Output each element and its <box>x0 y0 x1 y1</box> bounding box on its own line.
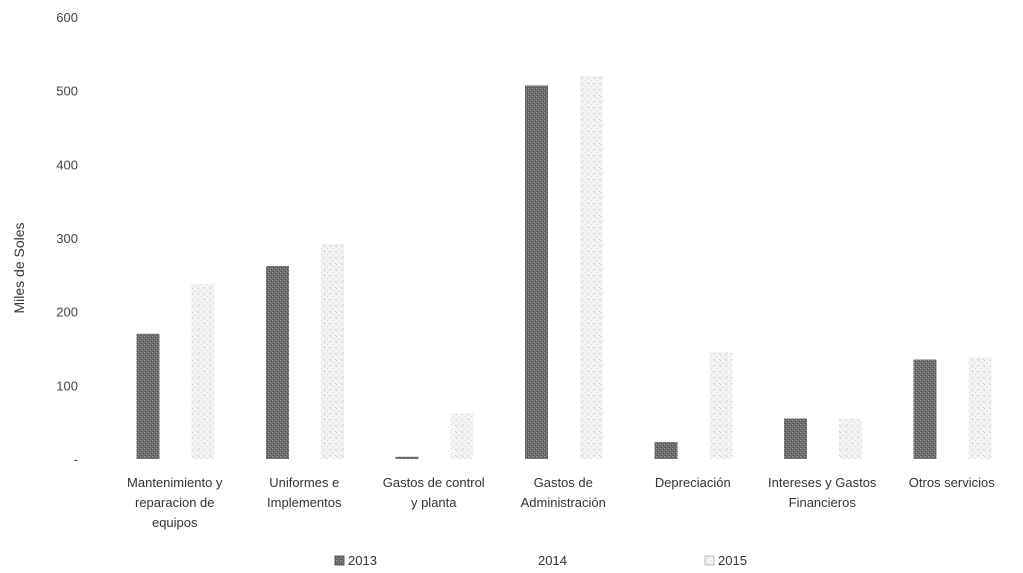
y-axis-title: Miles de Soles <box>11 222 27 313</box>
bar-2013-1 <box>266 265 289 459</box>
legend-swatch <box>334 555 345 566</box>
legend-label: 2014 <box>538 553 567 568</box>
x-axis: Mantenimiento y reparacion de equipos Unifo… <box>127 475 995 530</box>
bar-2015-3 <box>580 75 603 459</box>
x-tick-label-line: reparacion de <box>135 495 215 510</box>
x-tick-label: Otros servicios <box>909 475 995 490</box>
y-tick-label: - <box>74 452 78 467</box>
x-tick-label-line: Otros servicios <box>909 475 995 490</box>
y-tick-label: 400 <box>56 157 78 172</box>
x-tick-label-line: Gastos de <box>534 475 593 490</box>
x-tick-label-line: Gastos de control <box>383 475 485 490</box>
bar-2015-4 <box>709 352 733 459</box>
bar-2015-6 <box>968 357 992 459</box>
y-tick-label: 100 <box>56 378 78 393</box>
legend-label: 2015 <box>718 553 747 568</box>
x-tick-label: Intereses y Gastos Financieros <box>768 475 877 510</box>
x-tick-label-line: Depreciación <box>655 475 731 490</box>
legend-swatch <box>704 555 715 566</box>
x-tick-label-line: equipos <box>152 515 198 530</box>
x-tick-label-line: Implementos <box>267 495 342 510</box>
x-tick-label: Gastos de control y planta <box>383 475 485 510</box>
y-tick-label: 200 <box>56 305 78 320</box>
legend-label: 2013 <box>348 553 377 568</box>
legend: 2013 2014 2015 <box>334 553 747 568</box>
x-tick-label: Depreciación <box>655 475 731 490</box>
bar-2013-0 <box>136 333 160 459</box>
bar-2015-2 <box>450 413 474 459</box>
bar-2015-5 <box>839 418 862 459</box>
bars <box>136 75 992 459</box>
y-tick-label: 300 <box>56 231 78 246</box>
bar-2015-1 <box>321 243 344 459</box>
x-tick-label-line: Intereses y Gastos <box>768 475 877 490</box>
y-tick-label: 600 <box>56 10 78 25</box>
bar-2013-3 <box>525 85 548 459</box>
legend-item-2013: 2013 <box>334 553 377 568</box>
bar-2013-4 <box>654 442 678 459</box>
y-tick-label: 500 <box>56 84 78 99</box>
x-tick-label-line: y planta <box>411 495 457 510</box>
x-tick-label-line: Financieros <box>789 495 857 510</box>
y-axis: - 100 200 300 400 500 600 <box>56 10 78 467</box>
x-tick-label: Mantenimiento y reparacion de equipos <box>127 475 223 530</box>
x-tick-label-line: Uniformes e <box>269 475 339 490</box>
bar-2013-2 <box>395 456 419 459</box>
bar-2013-5 <box>784 418 807 459</box>
x-tick-label: Gastos de Administración <box>521 475 606 510</box>
legend-item-2015: 2015 <box>704 553 747 568</box>
bar-2015-0 <box>191 283 215 459</box>
x-tick-label-line: Mantenimiento y <box>127 475 223 490</box>
bar-2013-6 <box>913 359 937 459</box>
x-tick-label: Uniformes e Implementos <box>267 475 342 510</box>
legend-item-2014: 2014 <box>538 553 567 568</box>
x-tick-label-line: Administración <box>521 495 606 510</box>
